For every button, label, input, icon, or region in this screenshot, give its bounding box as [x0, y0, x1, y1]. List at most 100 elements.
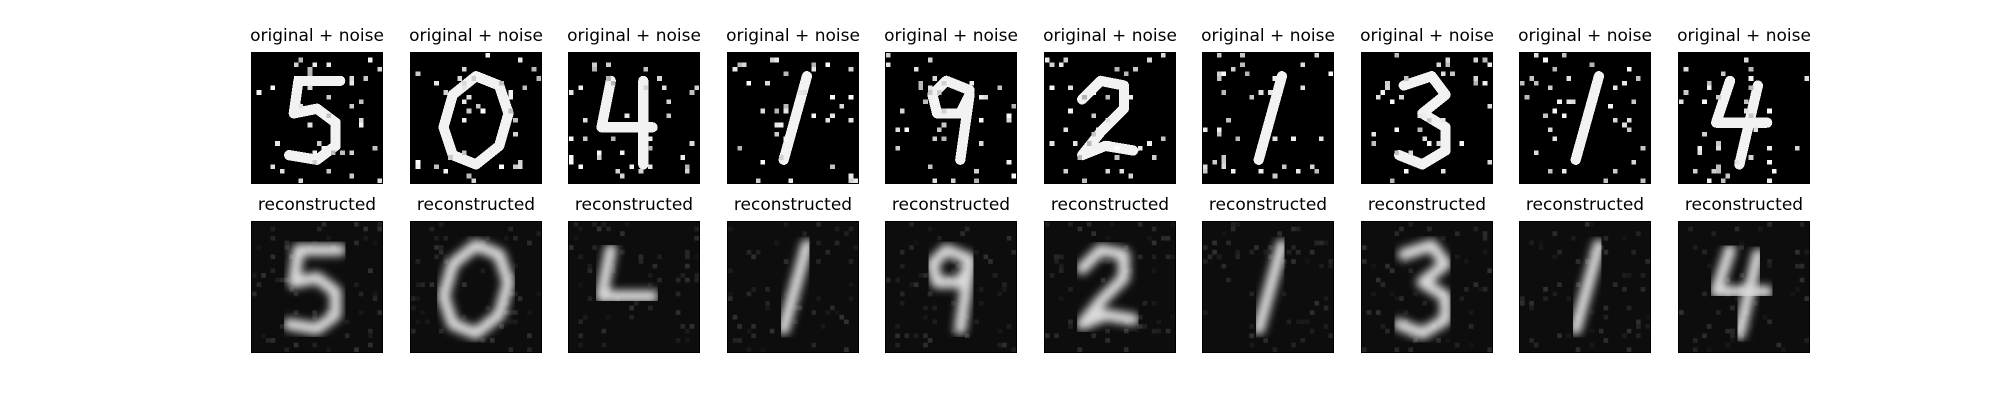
- noise-pixel: [1161, 53, 1166, 58]
- noise-pixel: [476, 104, 481, 109]
- noise-pixel: [1418, 127, 1423, 132]
- noise-pixel: [1273, 137, 1278, 142]
- noise-pixel: [1115, 155, 1120, 160]
- noisy-image: [885, 52, 1017, 184]
- noise-pixel: [1259, 169, 1264, 174]
- noise-pixel: [275, 141, 280, 146]
- noise-pixel: [298, 58, 303, 63]
- noise-pixel: [1091, 90, 1096, 95]
- noise-pixel: [462, 99, 467, 104]
- noise-pixel: [1422, 113, 1427, 118]
- noise-pixel: [444, 169, 449, 174]
- noise-pixel: [1613, 86, 1618, 91]
- noise-pixel: [974, 169, 979, 174]
- noise-pixel: [1011, 174, 1016, 179]
- noise-pixel: [1217, 76, 1222, 81]
- noise-pixel: [1203, 127, 1208, 132]
- noise-pixel: [298, 104, 303, 109]
- noisy-image: [568, 52, 700, 184]
- noise-pixel: [350, 76, 355, 81]
- noise-pixel: [812, 67, 817, 72]
- noise-pixel: [685, 164, 690, 169]
- noise-pixel: [1147, 58, 1152, 63]
- noise-pixel: [895, 146, 900, 151]
- noise-pixel: [1473, 76, 1478, 81]
- noise-pixel: [849, 178, 854, 183]
- noise-pixel: [849, 67, 854, 72]
- noise-pixel: [1707, 86, 1712, 91]
- noise-pixel: [765, 81, 770, 86]
- noise-pixel: [1422, 137, 1427, 142]
- noise-pixel: [928, 90, 933, 95]
- noise-pixel: [643, 67, 648, 72]
- noise-pixel: [471, 178, 476, 183]
- noise-pixel: [1217, 132, 1222, 137]
- noise-pixel: [416, 160, 421, 165]
- noise-pixel: [377, 178, 382, 183]
- noise-pixel: [1427, 141, 1432, 146]
- noise-pixel: [1129, 95, 1134, 100]
- noise-pixel: [779, 123, 784, 128]
- noise-pixel: [625, 113, 630, 118]
- noise-pixel: [1487, 62, 1492, 67]
- noise-pixel: [667, 113, 672, 118]
- noise-pixel: [979, 141, 984, 146]
- noise-pixel: [1698, 151, 1703, 156]
- noise-pixel: [368, 58, 373, 63]
- noise-pixel: [812, 62, 817, 67]
- noise-pixel: [509, 90, 514, 95]
- noise-pixel: [1217, 53, 1222, 58]
- noise-pixel: [853, 178, 858, 183]
- noise-pixel: [569, 160, 574, 165]
- noise-pixel: [467, 174, 472, 179]
- noise-pixel: [434, 164, 439, 169]
- noise-pixel: [919, 81, 924, 86]
- reconstructed-image: [568, 221, 700, 353]
- noise-pixel: [648, 137, 653, 142]
- noise-pixel: [951, 178, 956, 183]
- noise-pixel: [1007, 160, 1012, 165]
- noise-pixel: [499, 164, 504, 169]
- noise-pixel: [1487, 104, 1492, 109]
- noise-pixel: [1161, 137, 1166, 142]
- noise-pixel: [499, 81, 504, 86]
- noise-pixel: [462, 86, 467, 91]
- noise-pixel: [518, 160, 523, 165]
- noise-pixel: [774, 123, 779, 128]
- noise-pixel: [1222, 155, 1227, 160]
- noise-pixel: [312, 62, 317, 67]
- noise-pixel: [1446, 58, 1451, 63]
- noise-pixel: [1622, 81, 1627, 86]
- noise-pixel: [979, 95, 984, 100]
- noise-pixel: [830, 113, 835, 118]
- noise-pixel: [1716, 141, 1721, 146]
- noise-pixel: [1133, 67, 1138, 72]
- noise-pixel: [1749, 76, 1754, 81]
- noise-pixel: [839, 104, 844, 109]
- noise-pixel: [467, 109, 472, 114]
- noise-pixel: [1543, 113, 1548, 118]
- noise-pixel: [1487, 160, 1492, 165]
- noise-pixel: [1744, 109, 1749, 114]
- noise-pixel: [798, 90, 803, 95]
- noise-pixel: [849, 174, 854, 179]
- noise-pixel: [1712, 169, 1717, 174]
- noise-pixel: [1557, 99, 1562, 104]
- noise-pixel: [1059, 62, 1064, 67]
- noise-pixel: [1562, 169, 1567, 174]
- noise-pixel: [1553, 67, 1558, 72]
- noise-pixel: [597, 155, 602, 160]
- noise-pixel: [509, 109, 514, 114]
- noise-pixel: [1115, 146, 1120, 151]
- noise-pixel: [1622, 123, 1627, 128]
- noise-pixel: [680, 155, 685, 160]
- noise-pixel: [1795, 146, 1800, 151]
- noise-pixel: [742, 62, 747, 67]
- noise-pixel: [1735, 160, 1740, 165]
- noise-pixel: [1105, 95, 1110, 100]
- noise-pixel: [1571, 99, 1576, 104]
- noise-pixel: [942, 137, 947, 142]
- noise-pixel: [481, 109, 486, 114]
- noise-pixel: [1772, 169, 1777, 174]
